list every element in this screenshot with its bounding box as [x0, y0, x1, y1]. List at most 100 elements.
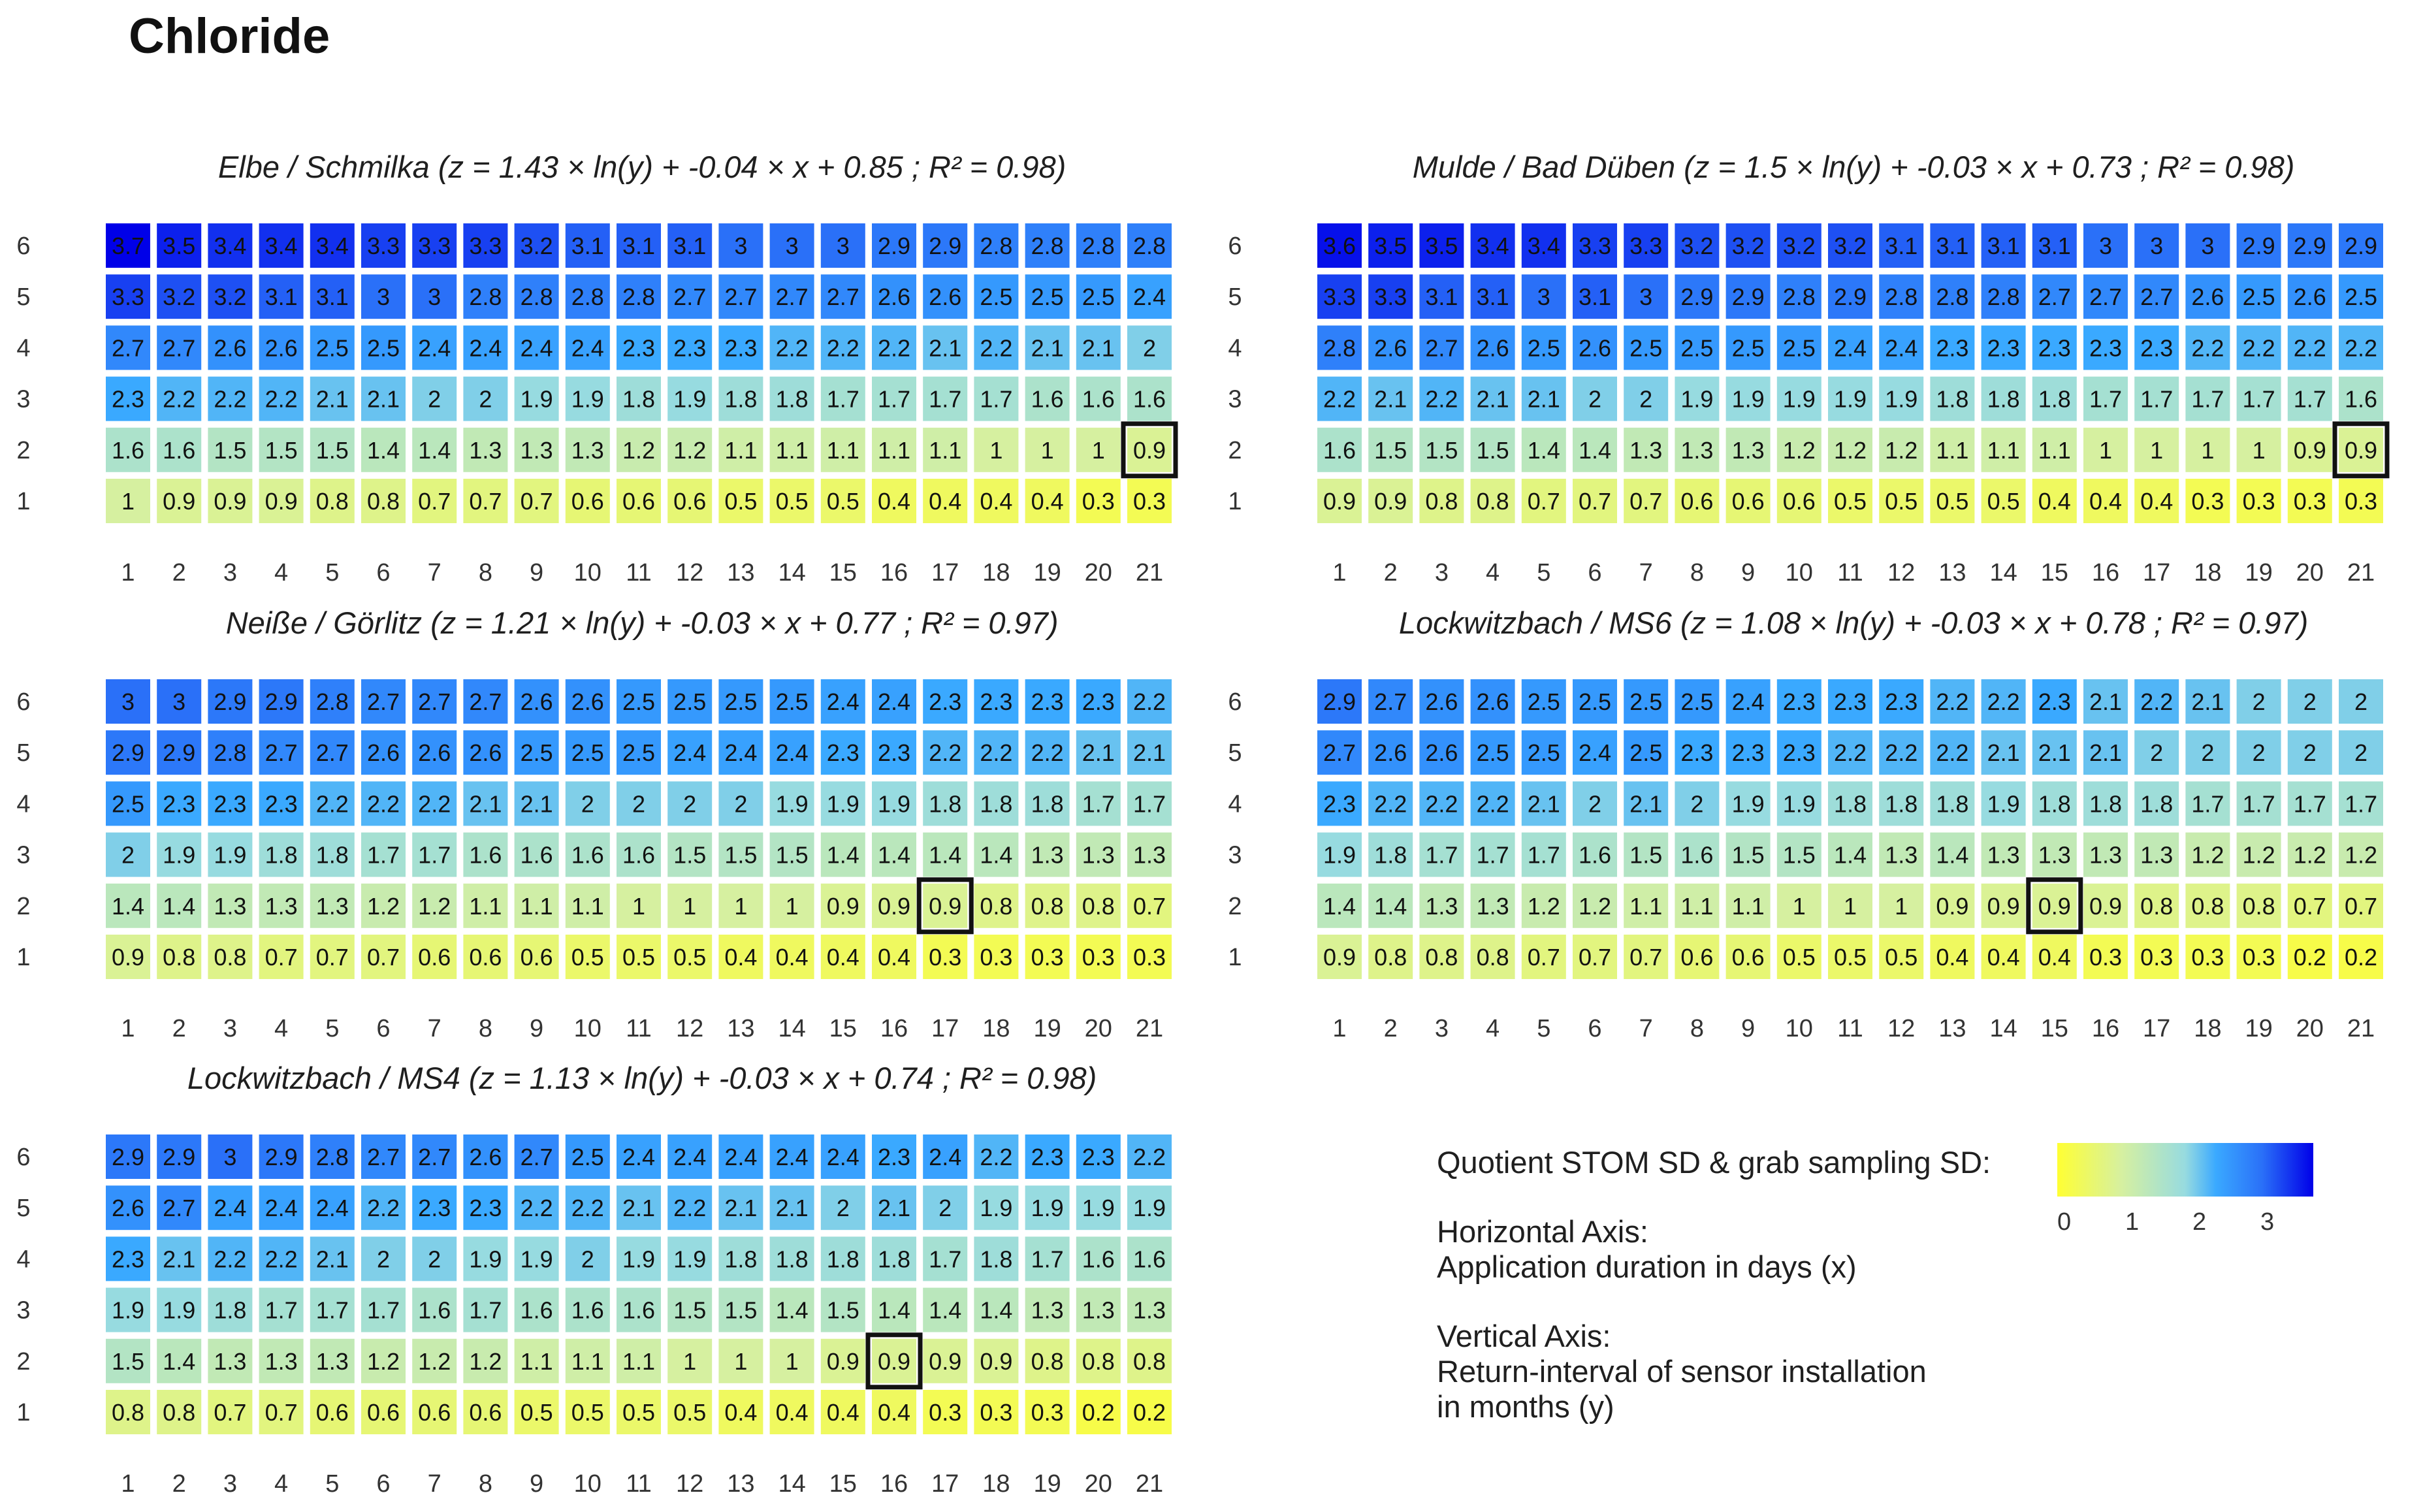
cell-value-label: 3.2 — [1834, 233, 1867, 259]
heatmap-cell — [1981, 679, 2026, 724]
cell-value-label: 1.9 — [214, 842, 246, 869]
heatmap-cell — [872, 679, 916, 724]
heatmap-cell — [872, 935, 916, 979]
x-tick-label: 18 — [2194, 1015, 2221, 1042]
cell-value-label: 1.1 — [1629, 893, 1662, 920]
heatmap-cell — [2134, 427, 2179, 472]
heatmap-cell — [2083, 223, 2128, 268]
heatmap-cell — [106, 325, 150, 370]
heatmap-cell — [718, 1185, 763, 1231]
cell-value-label: 2.8 — [521, 283, 553, 310]
cell-value-label: 2.5 — [776, 688, 809, 715]
heatmap-cell — [106, 730, 150, 775]
x-tick-label: 8 — [479, 1470, 492, 1498]
heatmap-cell — [157, 376, 202, 421]
heatmap-cell — [463, 832, 508, 877]
cell-value-label: 0.5 — [776, 488, 809, 515]
x-tick-label: 12 — [1887, 559, 1915, 587]
heatmap-cell — [514, 1134, 559, 1179]
heatmap-cell — [718, 730, 763, 775]
cell-value-label: 2.2 — [929, 739, 961, 766]
cell-value-label: 1.4 — [1528, 437, 1560, 464]
heatmap-cell — [1930, 730, 1975, 775]
heatmap-cell — [820, 781, 865, 826]
x-tick-label: 18 — [982, 1470, 1010, 1498]
cell-value-label: 2.1 — [724, 1195, 757, 1221]
heatmap-cell — [820, 935, 865, 979]
cell-value-label: 0.5 — [1885, 488, 1918, 515]
cell-value-label: 2.1 — [1031, 334, 1064, 361]
x-tick-label: 15 — [829, 559, 857, 587]
cell-value-label: 0.4 — [2089, 488, 2122, 515]
cell-value-label: 2.6 — [878, 283, 910, 310]
cell-value-label: 2.6 — [469, 1144, 502, 1170]
y-tick-label: 6 — [16, 688, 30, 716]
heatmap-cell — [2032, 274, 2077, 319]
heatmap-cell — [1076, 1287, 1121, 1332]
cell-value-label: 2 — [1690, 790, 1703, 817]
heatmap-cell — [1076, 730, 1121, 775]
heatmap-cell — [2134, 883, 2179, 928]
heatmap-cell — [1025, 1185, 1070, 1231]
cell-value-label: 2.5 — [367, 334, 400, 361]
cell-value-label: 2.4 — [469, 334, 502, 361]
heatmap-cell — [310, 325, 355, 370]
cell-value-label: 2.2 — [1031, 739, 1064, 766]
cell-value-label: 2.1 — [2089, 688, 2122, 715]
heatmap-cell — [106, 1390, 150, 1434]
cell-value-label: 0.5 — [1834, 488, 1867, 515]
heatmap-cell — [361, 1236, 406, 1281]
heatmap-cell — [1025, 479, 1070, 523]
cell-value-label: 1.9 — [1133, 1195, 1166, 1221]
x-tick-label: 16 — [880, 1470, 908, 1498]
heatmap-cell — [361, 479, 406, 523]
page-title: Chloride — [129, 8, 330, 64]
cell-value-label: 1.6 — [1579, 842, 1611, 869]
x-tick-label: 7 — [1639, 559, 1653, 587]
cell-value-label: 1.4 — [1323, 893, 1356, 920]
cell-value-label: 1.6 — [622, 1297, 655, 1324]
cell-value-label: 2.5 — [1528, 739, 1560, 766]
heatmap-cell — [412, 730, 457, 775]
heatmap-cell — [1025, 679, 1070, 724]
cell-value-label: 1.6 — [521, 842, 553, 869]
heatmap-cell — [769, 730, 814, 775]
y-tick-label: 2 — [16, 893, 30, 920]
heatmap-cell — [2339, 832, 2383, 877]
heatmap-cell — [1317, 325, 1362, 370]
heatmap-cell — [106, 223, 150, 268]
cell-value-label: 0.3 — [2243, 488, 2275, 515]
cell-value-label: 1.4 — [980, 1297, 1012, 1324]
cell-value-label: 2.9 — [112, 1144, 144, 1170]
cell-value-label: 0.3 — [2089, 944, 2122, 971]
cell-value-label: 1.9 — [827, 790, 859, 817]
heatmap-cell — [1025, 1338, 1070, 1383]
cell-value-label: 0.4 — [878, 1399, 910, 1426]
heatmap-cell — [106, 1236, 150, 1281]
heatmap-cell — [2339, 730, 2383, 775]
heatmap-cell — [310, 935, 355, 979]
heatmap-cell — [2185, 223, 2230, 268]
y-tick-label: 3 — [16, 1297, 30, 1325]
y-tick-label: 2 — [1228, 437, 1242, 464]
heatmap-cell — [667, 1236, 713, 1281]
cell-value-label: 0.6 — [1732, 488, 1765, 515]
cell-value-label: 0.3 — [2345, 488, 2377, 515]
heatmap-cell — [617, 1338, 661, 1383]
heatmap-cell — [565, 730, 610, 775]
cell-value-label: 2.8 — [1936, 283, 1968, 310]
heatmap-cell — [1127, 1390, 1172, 1434]
cell-value-label: 3.1 — [1579, 283, 1611, 310]
cell-value-label: 0.3 — [1031, 944, 1064, 971]
heatmap-cell — [2185, 325, 2230, 370]
cell-value-label: 0.5 — [622, 944, 655, 971]
heatmap-cell — [974, 1390, 1019, 1434]
x-tick-label: 1 — [1332, 1015, 1346, 1042]
horizontal-axis-description: Application duration in days (x) — [1437, 1249, 1857, 1284]
cell-value-label: 1.8 — [2140, 790, 2173, 817]
cell-value-label: 2.3 — [1834, 688, 1867, 715]
heatmap-cell — [208, 274, 253, 319]
x-tick-label: 2 — [172, 1015, 186, 1042]
heatmap-cell — [565, 781, 610, 826]
heatmap-cell — [565, 223, 610, 268]
